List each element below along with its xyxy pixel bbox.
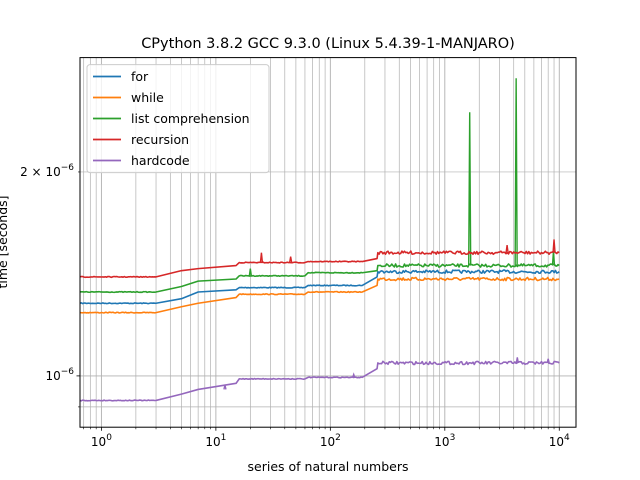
y-axis-label: time [seconds] bbox=[0, 195, 10, 288]
y-tick-label: 2 × 10−6 bbox=[20, 163, 74, 179]
axis-ticks: 100 101 102 103 104 10−6 2 × 10−6 bbox=[20, 163, 570, 449]
series-spike bbox=[505, 244, 509, 253]
series-lines bbox=[79, 78, 560, 402]
legend-label: hardcode bbox=[131, 153, 190, 168]
legend-label: recursion bbox=[131, 132, 189, 147]
series-spike bbox=[352, 372, 356, 378]
legend-label: for bbox=[131, 69, 149, 84]
legend: for while list comprehension recursion hardc… bbox=[86, 64, 270, 174]
series-line-for bbox=[79, 269, 560, 305]
x-tick-label: 103 bbox=[434, 433, 455, 449]
x-axis-label: series of natural numbers bbox=[248, 459, 409, 474]
chart-title: CPython 3.8.2 GCC 9.3.0 (Linux 5.4.39-1-… bbox=[141, 36, 515, 52]
x-tick-label: 102 bbox=[320, 433, 341, 449]
series-line-while bbox=[79, 276, 560, 314]
series-line-recursion bbox=[79, 250, 560, 279]
y-tick-label: 10−6 bbox=[45, 367, 74, 383]
x-tick-label: 101 bbox=[205, 433, 226, 449]
series-line-list-comprehension bbox=[79, 263, 560, 294]
x-tick-label: 104 bbox=[549, 433, 570, 449]
series-line-hardcode bbox=[79, 360, 560, 402]
x-tick-label: 100 bbox=[91, 433, 112, 449]
legend-label: while bbox=[131, 90, 164, 105]
series-spike bbox=[223, 384, 227, 390]
series-spike bbox=[288, 256, 293, 263]
series-spike bbox=[514, 78, 518, 266]
series-spike bbox=[546, 358, 550, 364]
series-spike bbox=[515, 357, 520, 364]
legend-label: list comprehension bbox=[131, 111, 250, 126]
series-spike bbox=[248, 268, 253, 276]
series-spike bbox=[552, 239, 556, 253]
series-spike bbox=[468, 112, 472, 266]
series-spike bbox=[551, 250, 556, 266]
legend-box bbox=[86, 64, 270, 174]
plot-frame bbox=[79, 57, 577, 428]
series-spike bbox=[259, 252, 264, 263]
